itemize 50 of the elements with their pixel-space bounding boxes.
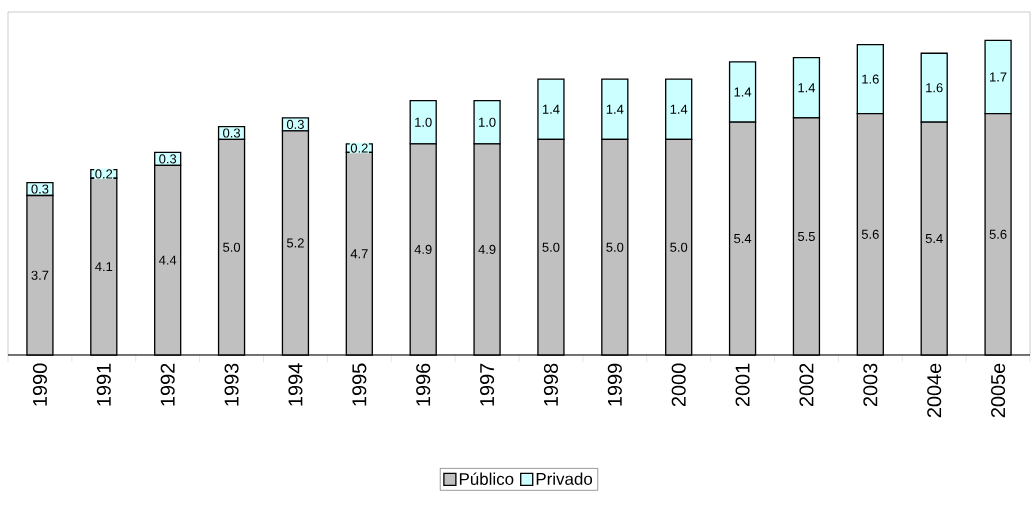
legend-label: Privado [536, 472, 593, 485]
data-label: 1.4 [542, 104, 560, 114]
data-label: 1.6 [926, 83, 943, 93]
data-label: 5.4 [734, 234, 752, 244]
x-tick-label: 1994 [288, 363, 303, 406]
data-label: 1.4 [798, 83, 816, 93]
data-label: 0.3 [31, 184, 49, 194]
x-tick-label: 1996 [416, 363, 431, 406]
data-label: 0.3 [159, 154, 177, 164]
data-label: 5.6 [989, 229, 1007, 239]
data-label: 1.0 [479, 117, 496, 127]
data-label: 4.1 [95, 262, 113, 272]
data-label: 5.2 [286, 238, 304, 248]
data-label: 5.0 [670, 242, 688, 252]
data-label: 0.3 [286, 119, 304, 129]
data-label: 1.4 [606, 104, 624, 114]
x-tick-label: 1995 [352, 363, 367, 406]
x-tick-label: 2000 [671, 363, 686, 407]
data-label: 1.6 [862, 74, 879, 84]
x-tick-label: 2005e [991, 363, 1006, 418]
legend-label: Público [459, 472, 514, 486]
x-tick-label: 2001 [735, 363, 750, 407]
x-tick-label: 1991 [96, 363, 111, 406]
data-label: 0.2 [95, 169, 113, 179]
data-label: 5.4 [925, 234, 943, 244]
data-label: 3.7 [31, 270, 49, 280]
x-tick-label: 2004e [927, 363, 942, 418]
x-tick-label: 2003 [863, 363, 878, 407]
data-label: 1.4 [670, 104, 688, 114]
data-label: 4.4 [158, 255, 177, 265]
x-tick-label: 1999 [607, 363, 622, 406]
data-label: 1.7 [990, 72, 1007, 82]
x-tick-label: 1992 [160, 363, 175, 406]
data-label: 0.3 [223, 128, 241, 138]
x-tick-label: 1998 [543, 363, 558, 406]
data-label: 5.6 [861, 229, 879, 239]
data-label: 4.9 [478, 244, 496, 254]
x-tick-label: 1990 [32, 363, 47, 406]
data-label: 0.2 [350, 143, 368, 153]
x-tick-label: 2002 [799, 363, 814, 407]
data-label: 5.0 [542, 242, 560, 252]
data-label: 5.0 [223, 242, 241, 252]
x-tick-label: 1997 [480, 363, 495, 406]
data-label: 1.0 [415, 117, 432, 127]
data-label: 5.0 [606, 242, 624, 252]
data-label: 5.5 [797, 231, 815, 241]
data-label: 1.4 [734, 87, 752, 97]
data-label: 4.7 [350, 249, 368, 259]
data-label: 4.9 [414, 244, 432, 254]
x-tick-label: 1993 [224, 363, 239, 406]
